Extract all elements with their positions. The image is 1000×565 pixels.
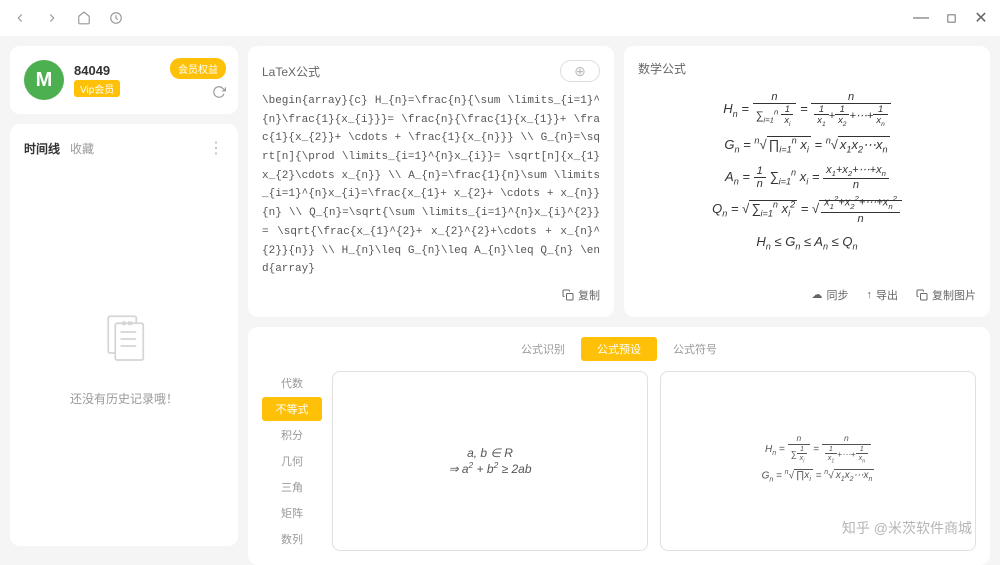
more-icon[interactable]: ⋮	[208, 138, 224, 158]
math-panel: 数学公式 Hn = n∑i=1n 1xi = n1x1+1x2+⋯+1xn Gn…	[624, 46, 990, 317]
copy-img-label: 复制图片	[932, 287, 976, 303]
sync-button[interactable]: ☁ 同步	[812, 287, 849, 303]
user-card: M 84049 Vip会员 会员权益	[10, 46, 238, 114]
preview-box-1[interactable]: a, b ∈ R⇒ a2 + b2 ≥ 2ab	[332, 371, 648, 551]
home-icon[interactable]	[76, 10, 92, 26]
latex-title: LaTeX公式	[262, 63, 320, 80]
close-icon[interactable]: ✕	[974, 11, 988, 25]
vip-badge: Vip会员	[74, 80, 120, 97]
cat-matrix[interactable]: 矩阵	[262, 501, 322, 525]
nav-left	[12, 10, 124, 26]
cat-sequence[interactable]: 数列	[262, 527, 322, 551]
empty-docs-icon	[89, 304, 159, 374]
empty-state: 还没有历史记录哦！	[24, 178, 224, 532]
cat-algebra[interactable]: 代数	[262, 371, 322, 395]
avatar[interactable]: M	[24, 60, 64, 100]
tab-presets[interactable]: 公式预设	[581, 337, 657, 361]
bottom-panel: 公式识别 公式预设 公式符号 代数 不等式 积分 几何 三角 矩阵 数列 a, …	[248, 327, 990, 565]
maximize-icon[interactable]	[944, 11, 958, 25]
back-icon[interactable]	[12, 10, 28, 26]
cat-geometry[interactable]: 几何	[262, 449, 322, 473]
minimize-icon[interactable]: —	[914, 11, 928, 25]
reload-icon[interactable]	[108, 10, 124, 26]
export-label: 导出	[876, 287, 898, 303]
cat-trig[interactable]: 三角	[262, 475, 322, 499]
center-tabs: 公式识别 公式预设 公式符号	[248, 327, 990, 371]
latex-panel: LaTeX公式 ⊕ \begin{array}{c} H_{n}=\frac{n…	[248, 46, 614, 317]
math-render: Hn = n∑i=1n 1xi = n1x1+1x2+⋯+1xn Gn = n√…	[638, 87, 976, 279]
cat-integral[interactable]: 积分	[262, 423, 322, 447]
forward-icon[interactable]	[44, 10, 60, 26]
tab-favorites[interactable]: 收藏	[70, 140, 94, 157]
titlebar: — ✕	[0, 0, 1000, 36]
empty-text: 还没有历史记录哦！	[70, 390, 178, 407]
top-row: LaTeX公式 ⊕ \begin{array}{c} H_{n}=\frac{n…	[248, 46, 990, 317]
copy-label: 复制	[578, 287, 600, 303]
latex-footer: 复制	[262, 287, 600, 303]
content: LaTeX公式 ⊕ \begin{array}{c} H_{n}=\frac{n…	[248, 46, 990, 546]
history-tabs: 时间线 收藏	[24, 140, 94, 157]
preview-box-2[interactable]: Hn = n∑1xi = n1x1+⋯+1xn Gn = n√∏xi = n√x…	[660, 371, 976, 551]
tab-timeline[interactable]: 时间线	[24, 140, 60, 157]
main: M 84049 Vip会员 会员权益 时间线 收藏 ⋮	[0, 36, 1000, 556]
math-title: 数学公式	[638, 60, 686, 77]
sync-label: 同步	[827, 287, 849, 303]
math-header: 数学公式	[638, 60, 976, 77]
bottom-content: 代数 不等式 积分 几何 三角 矩阵 数列 a, b ∈ R⇒ a2 + b2 …	[248, 371, 990, 565]
privilege-badge[interactable]: 会员权益	[170, 58, 226, 79]
preview-area: a, b ∈ R⇒ a2 + b2 ≥ 2ab Hn = n∑1xi = n1x…	[332, 371, 976, 551]
category-list: 代数 不等式 积分 几何 三角 矩阵 数列	[262, 371, 322, 551]
copy-image-button[interactable]: 复制图片	[916, 287, 976, 303]
history-header: 时间线 收藏 ⋮	[24, 138, 224, 158]
export-button[interactable]: ↑ 导出	[867, 287, 899, 303]
refresh-icon[interactable]	[212, 85, 226, 104]
cat-inequality[interactable]: 不等式	[262, 397, 322, 421]
tab-symbols[interactable]: 公式符号	[657, 337, 733, 361]
tab-recognize[interactable]: 公式识别	[505, 337, 581, 361]
copy-button[interactable]: 复制	[562, 287, 600, 303]
latex-source[interactable]: \begin{array}{c} H_{n}=\frac{n}{\sum \li…	[262, 92, 600, 279]
window-controls: — ✕	[914, 11, 988, 25]
math-footer: ☁ 同步 ↑ 导出 复制图片	[638, 287, 976, 303]
sidebar: M 84049 Vip会员 会员权益 时间线 收藏 ⋮	[10, 46, 238, 546]
add-button[interactable]: ⊕	[560, 60, 600, 82]
history-panel: 时间线 收藏 ⋮ 还没有历史记录哦！	[10, 124, 238, 546]
latex-header: LaTeX公式 ⊕	[262, 60, 600, 82]
